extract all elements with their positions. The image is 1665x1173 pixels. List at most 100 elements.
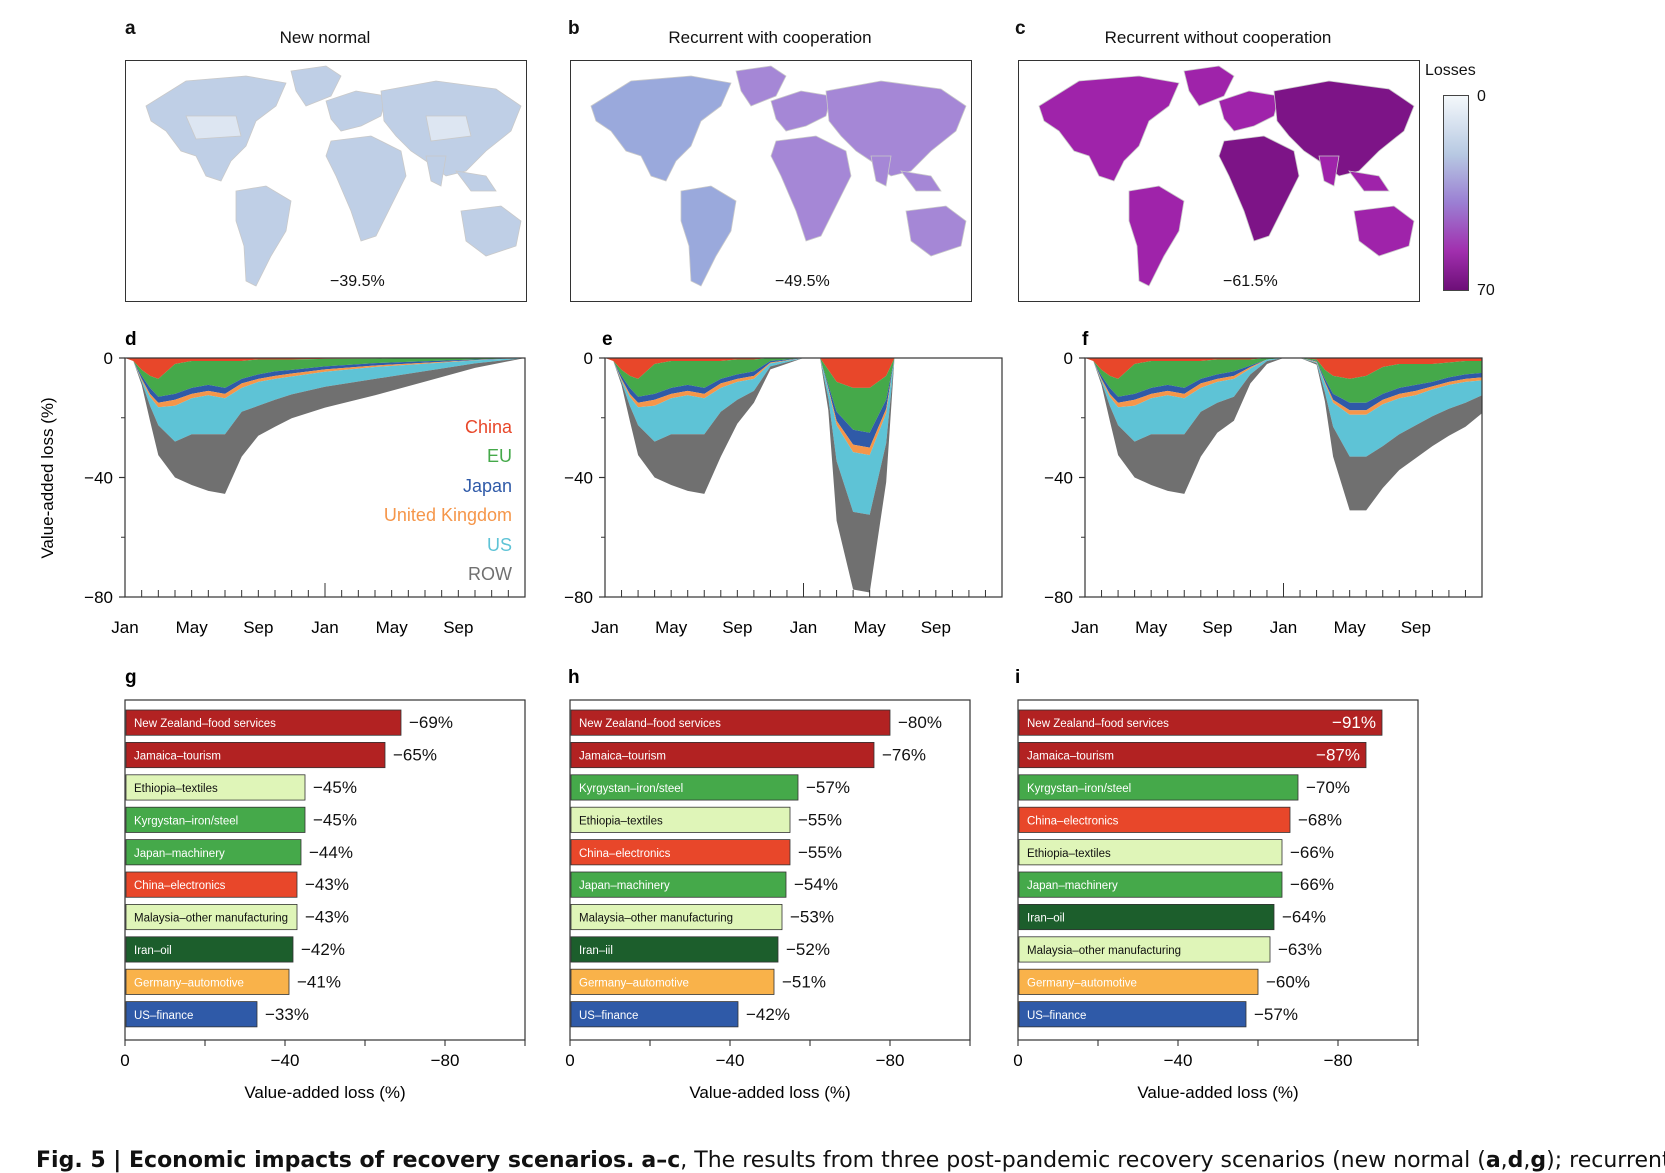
caption-ref-2: d <box>1507 1148 1524 1173</box>
bar-value-label-i-4: −66% <box>1290 843 1334 862</box>
y-axis-label: Value-added loss (%) <box>38 397 57 558</box>
bar-category-g-3: Kyrgystan–iron/steel <box>134 815 238 827</box>
bar-g-6 <box>125 904 298 931</box>
figure-caption: Fig. 5 | Economic impacts of recovery sc… <box>36 1148 1665 1173</box>
panel-label-b: b <box>568 18 580 39</box>
bar-value-label-i-8: −60% <box>1266 972 1310 991</box>
bar-category-h-6: Malaysia–other manufacturing <box>579 913 733 925</box>
legend-entry-eu: EU <box>487 446 512 466</box>
bar-i-3 <box>1018 806 1291 833</box>
map-region-china <box>425 115 472 142</box>
area-f-row <box>1085 358 1482 511</box>
area-f-japan <box>1085 358 1482 411</box>
y-tick-label-e-1: −40 <box>564 469 593 488</box>
map-region-asia <box>1273 80 1415 177</box>
map-region-europe <box>1218 90 1280 132</box>
map-region-greenland <box>1183 65 1235 107</box>
area-d-united-kingdom <box>125 358 525 408</box>
map-region-greenland <box>735 65 787 107</box>
x-tick-label-e-0: Jan <box>591 618 618 637</box>
x-tick-label-e-3: Jan <box>790 618 817 637</box>
map-region-africa <box>325 135 407 242</box>
x-tick-label-f-5: Sep <box>1401 618 1431 637</box>
map-region-south-america <box>235 185 292 287</box>
bar-g-4 <box>125 839 302 866</box>
bar-category-g-9: US–finance <box>134 1010 193 1022</box>
map-region-asia <box>825 80 967 177</box>
map-region-north-america <box>590 75 732 182</box>
area-e-row <box>605 358 1002 593</box>
bar-value-label-g-6: −43% <box>305 908 349 927</box>
x-tick-label-d-2: Sep <box>243 618 273 637</box>
bar-category-i-4: Ethiopia–textiles <box>1027 848 1111 860</box>
bar-g-5 <box>125 871 298 898</box>
map-region-se-asia <box>1348 170 1390 192</box>
map-total-a: −39.5% <box>330 273 385 290</box>
area-f-us <box>1085 358 1482 457</box>
bar-value-label-h-9: −42% <box>746 1005 790 1024</box>
bar-value-label-h-1: −76% <box>882 746 926 765</box>
bar-category-g-8: Germany–automotive <box>134 977 244 989</box>
bar-value-label-i-9: −57% <box>1254 1005 1298 1024</box>
bar-value-label-h-0: −80% <box>898 713 942 732</box>
x-tick-label-e-1: May <box>655 618 688 637</box>
x-tick-label-i-1: −40 <box>1164 1051 1193 1070</box>
bar-value-label-h-6: −53% <box>790 908 834 927</box>
area-e-eu <box>605 358 1002 433</box>
area-e-china <box>605 358 1002 388</box>
bar-h-2 <box>570 774 799 801</box>
bar-category-i-8: Germany–automotive <box>1027 977 1137 989</box>
y-tick-label-d-2: −80 <box>84 588 113 607</box>
bar-charts: g New Zealand–food services −69% Jamaica–to… <box>120 667 1419 1102</box>
bar-i-1 <box>1018 742 1367 769</box>
map-title-b: Recurrent with cooperation <box>668 28 872 47</box>
map-region-australia <box>1353 205 1415 257</box>
y-tick-label-e-2: −80 <box>564 588 593 607</box>
bar-value-label-i-5: −66% <box>1290 875 1334 894</box>
x-tick-label-f-2: Sep <box>1202 618 1232 637</box>
bar-value-label-g-5: −43% <box>305 875 349 894</box>
bar-h-4 <box>570 839 791 866</box>
bar-category-g-7: Iran–oil <box>134 945 172 957</box>
bar-value-label-i-7: −63% <box>1278 940 1322 959</box>
area-d-row <box>125 358 525 494</box>
legend-title: Losses <box>1425 62 1476 79</box>
plot-frame-i <box>1017 699 1419 1041</box>
bar-value-label-h-8: −51% <box>782 972 826 991</box>
bar-category-i-7: Malaysia–other manufacturing <box>1027 945 1181 957</box>
bar-value-label-i-0: −91% <box>1332 713 1376 732</box>
x-tick-label-e-2: Sep <box>722 618 752 637</box>
caption-sep-1: , <box>1500 1148 1508 1173</box>
x-axis-label-g: Value-added loss (%) <box>244 1083 405 1102</box>
x-tick-label-f-1: May <box>1135 618 1168 637</box>
map-region-south-america <box>1128 185 1185 287</box>
x-tick-label-f-4: May <box>1334 618 1367 637</box>
bar-value-label-g-4: −44% <box>309 843 353 862</box>
panel-label-f: f <box>1082 329 1089 350</box>
map-total-b: −49.5% <box>775 273 830 290</box>
area-d-china <box>125 358 525 379</box>
area-f-united-kingdom <box>1085 358 1482 415</box>
bar-value-label-g-2: −45% <box>313 778 357 797</box>
map-region-se-asia <box>900 170 942 192</box>
caption-label: Fig. 5 | Economic impacts of recovery sc… <box>36 1148 635 1173</box>
bar-category-h-9: US–finance <box>579 1010 638 1022</box>
area-d-eu <box>125 358 525 397</box>
bar-i-9 <box>1018 1001 1247 1028</box>
map-region-greenland <box>290 65 342 107</box>
bar-category-g-0: New Zealand–food services <box>134 718 276 730</box>
bar-h-7 <box>570 936 779 963</box>
legend-entry-united-kingdom: United Kingdom <box>384 505 512 525</box>
x-tick-label-e-5: Sep <box>921 618 951 637</box>
y-tick-label-f-2: −80 <box>1044 588 1073 607</box>
panel-label-e: e <box>602 329 613 350</box>
map-region-india <box>425 155 447 187</box>
bar-i-7 <box>1018 936 1271 963</box>
plot-frame-g <box>124 699 526 1041</box>
map-total-c: −61.5% <box>1223 273 1278 290</box>
bar-h-1 <box>570 742 875 769</box>
bar-value-label-g-1: −65% <box>393 746 437 765</box>
caption-range: a–c <box>641 1148 681 1173</box>
world-map-c <box>1018 60 1420 302</box>
